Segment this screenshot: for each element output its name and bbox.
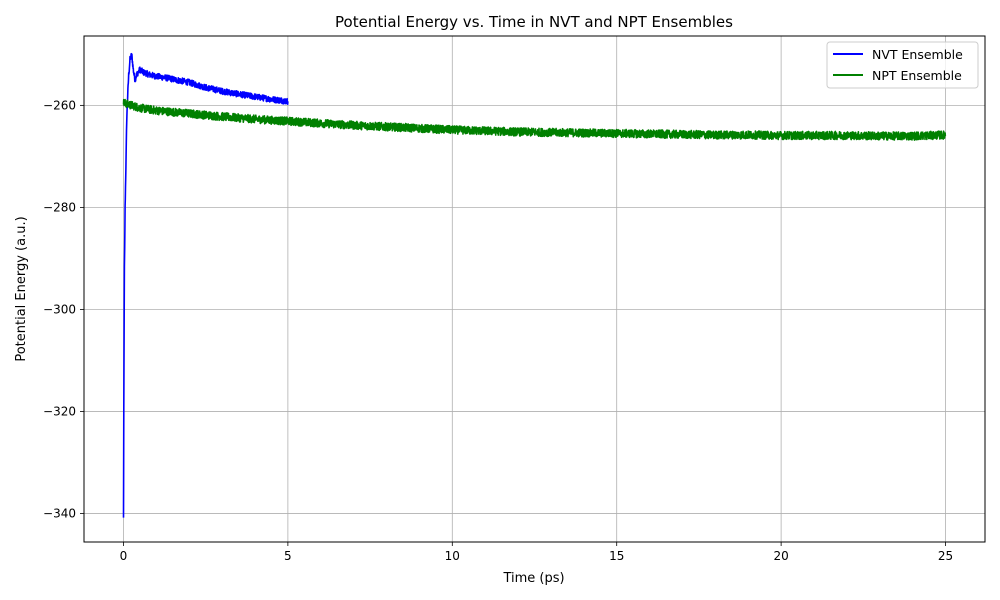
x-axis-label: Time (ps): [502, 571, 564, 586]
y-axis-label: Potential Energy (a.u.): [14, 216, 29, 361]
y-tick-label: −300: [43, 302, 76, 316]
y-tick-label: −320: [43, 404, 76, 418]
legend: NVT Ensemble NPT Ensemble: [826, 41, 979, 89]
x-tick-label: 20: [773, 549, 788, 563]
y-tick-label: −260: [43, 98, 76, 112]
legend-label: NVT Ensemble: [872, 47, 963, 62]
x-tick-label: 5: [284, 549, 292, 563]
x-axis: 0 5 10 15 20 25: [120, 542, 953, 563]
y-tick-label: −280: [43, 200, 76, 214]
y-tick-label: −340: [43, 506, 76, 520]
legend-label: NPT Ensemble: [872, 68, 962, 83]
legend-box: [826, 41, 979, 89]
series-group: [122, 52, 947, 518]
series-line-npt: [122, 98, 947, 141]
x-tick-label: 0: [120, 549, 128, 563]
grid: [84, 36, 985, 542]
y-axis: −340 −320 −300 −280 −260: [43, 98, 84, 520]
plot-frame: [83, 35, 986, 543]
x-tick-label: 15: [609, 549, 624, 563]
series-line-nvt: [122, 52, 289, 518]
x-tick-label: 10: [445, 549, 460, 563]
chart-title: Potential Energy vs. Time in NVT and NPT…: [335, 13, 733, 31]
x-tick-label: 25: [938, 549, 953, 563]
